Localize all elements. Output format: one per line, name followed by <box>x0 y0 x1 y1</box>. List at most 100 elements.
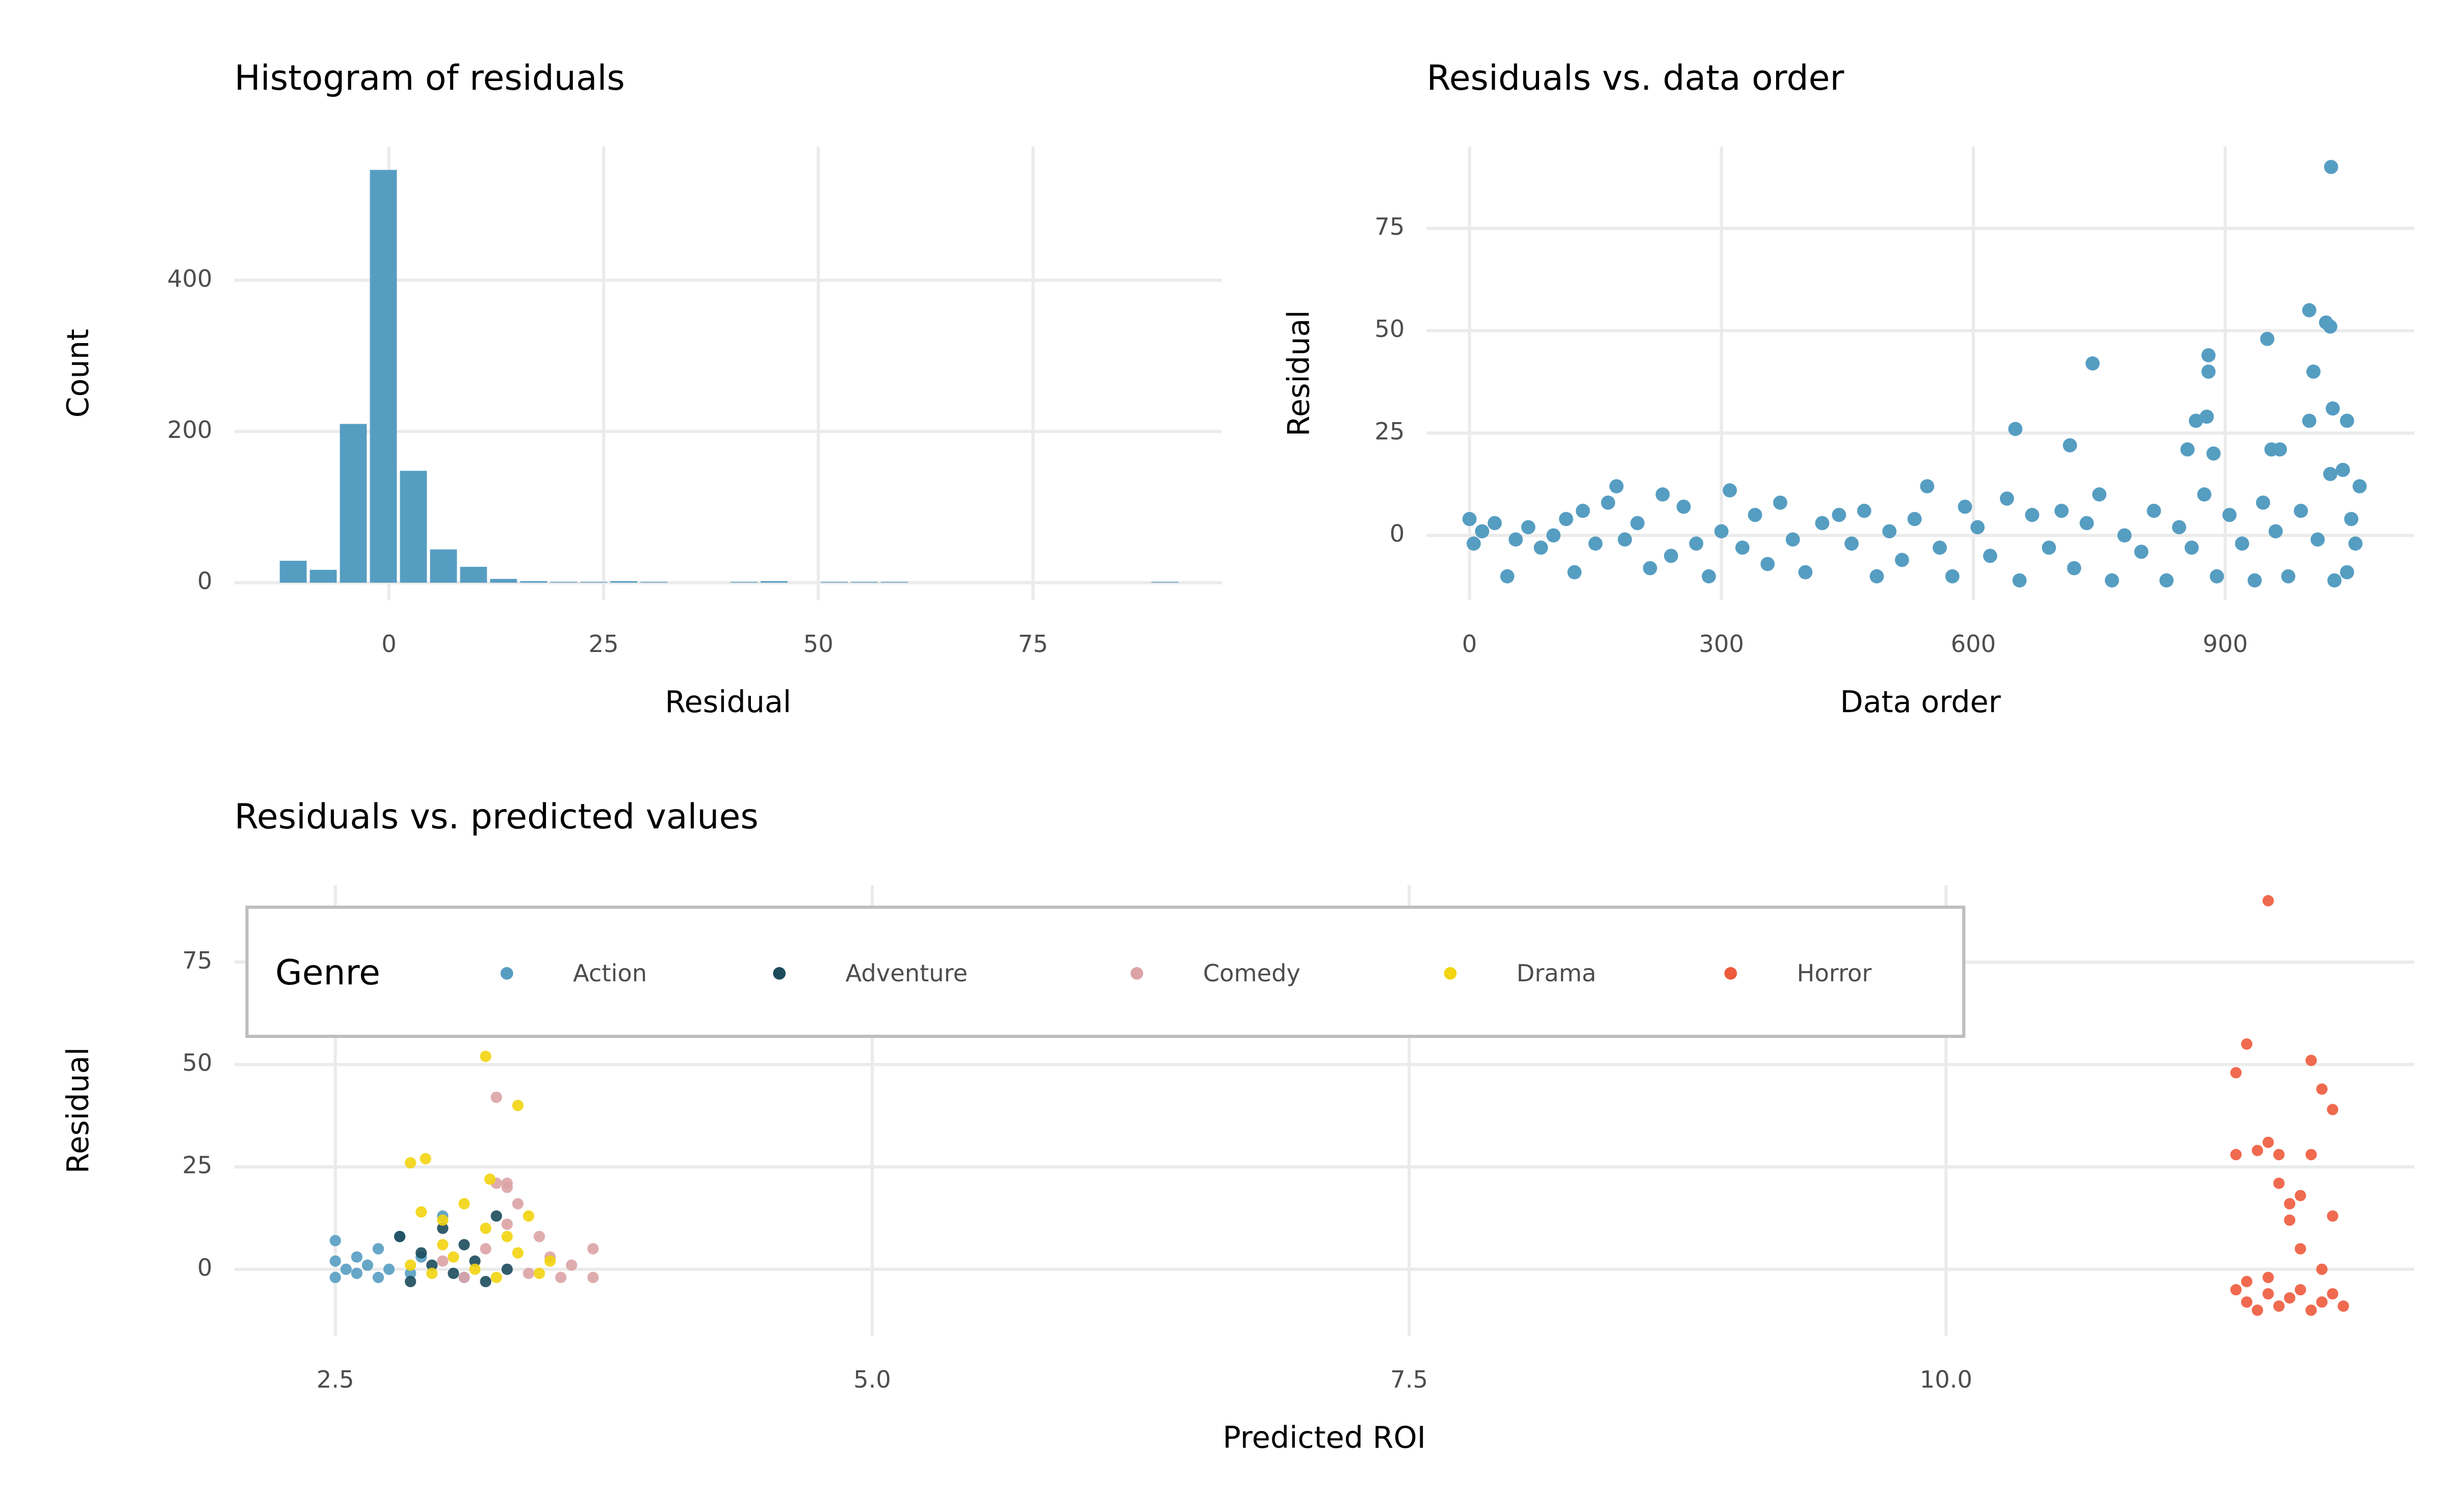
point <box>533 1267 545 1279</box>
y-tick-label: 75 <box>183 947 213 974</box>
point <box>2295 1284 2306 1296</box>
point <box>1933 540 1947 555</box>
point <box>1488 516 1502 531</box>
point <box>2327 1104 2338 1115</box>
point <box>2180 442 2195 457</box>
x-tick-label: 25 <box>589 630 619 658</box>
point <box>469 1255 481 1267</box>
point <box>1999 491 2014 506</box>
point <box>2327 1288 2338 1300</box>
point <box>437 1222 449 1234</box>
point <box>484 1173 496 1185</box>
point <box>415 1247 427 1259</box>
point <box>1500 569 1515 584</box>
y-tick-label: 75 <box>1374 213 1404 240</box>
point <box>2256 496 2271 510</box>
point <box>2222 508 2237 522</box>
point <box>420 1153 431 1165</box>
point <box>2302 413 2316 428</box>
point <box>405 1157 416 1169</box>
point <box>2273 1178 2285 1189</box>
point <box>1618 532 1632 547</box>
point <box>2209 569 2224 584</box>
point <box>512 1198 524 1210</box>
point <box>2305 1055 2317 1066</box>
point <box>1655 487 1670 502</box>
point <box>2305 1305 2317 1316</box>
point <box>2067 561 2081 576</box>
point <box>2316 1296 2328 1308</box>
point <box>2348 536 2363 551</box>
point <box>329 1235 341 1246</box>
point <box>480 1243 491 1255</box>
point <box>2294 504 2308 518</box>
x-tick-label: 10.0 <box>1920 1366 1972 1393</box>
x-tick-label: 2.5 <box>317 1366 354 1393</box>
point <box>1676 500 1691 514</box>
point <box>2337 1300 2349 1312</box>
legend-swatch <box>773 967 786 980</box>
bar <box>520 581 548 583</box>
point <box>2025 508 2040 522</box>
point <box>501 1231 513 1242</box>
bar <box>370 170 397 583</box>
point <box>2085 356 2100 371</box>
point <box>2284 1292 2296 1304</box>
bar <box>580 582 608 583</box>
bar <box>820 582 848 583</box>
point <box>2159 573 2174 588</box>
point <box>2092 487 2106 502</box>
point <box>437 1255 449 1267</box>
point <box>1546 528 1561 543</box>
point <box>2281 569 2296 584</box>
point <box>2262 1271 2274 1284</box>
point <box>329 1255 341 1267</box>
point <box>1760 557 1775 571</box>
y-axis-title: Residual <box>61 1047 95 1174</box>
point <box>2326 401 2340 416</box>
point <box>340 1263 352 1275</box>
point <box>2269 524 2283 539</box>
point <box>2324 160 2338 174</box>
point <box>1798 565 1813 580</box>
point <box>1588 536 1603 551</box>
point <box>437 1214 449 1226</box>
x-tick-label: 0 <box>381 630 396 658</box>
x-tick-label: 75 <box>1018 630 1048 658</box>
point <box>2295 1243 2306 1255</box>
point <box>490 1271 502 1284</box>
point <box>2316 1083 2328 1095</box>
point <box>1521 520 1535 535</box>
panel-title: Residuals vs. data order <box>1427 58 1844 98</box>
point <box>2260 331 2275 346</box>
point <box>2310 532 2325 547</box>
point <box>2252 1305 2263 1316</box>
point <box>1882 524 1897 539</box>
point <box>566 1259 578 1271</box>
point <box>2230 1284 2242 1296</box>
legend-swatch <box>500 967 513 980</box>
point <box>2241 1275 2253 1288</box>
point <box>458 1198 470 1210</box>
point <box>2262 895 2274 906</box>
point <box>405 1267 416 1279</box>
point <box>1970 520 1985 535</box>
y-axis-title: Residual <box>1281 310 1316 436</box>
panel-title: Residuals vs. predicted values <box>235 797 759 837</box>
bar <box>850 582 878 583</box>
point <box>523 1210 535 1222</box>
point <box>448 1251 459 1263</box>
point <box>2235 536 2249 551</box>
point <box>1559 512 1573 527</box>
bar <box>309 569 337 583</box>
x-tick-label: 5.0 <box>853 1366 891 1393</box>
point <box>1664 549 1678 563</box>
panel-title: Histogram of residuals <box>235 58 625 98</box>
x-tick-label: 600 <box>1951 630 1996 658</box>
point <box>1475 524 1490 539</box>
x-tick-label: 300 <box>1699 630 1744 658</box>
point <box>1920 479 1935 493</box>
point <box>2340 565 2354 580</box>
point <box>2273 1149 2285 1161</box>
point <box>2252 1144 2263 1157</box>
